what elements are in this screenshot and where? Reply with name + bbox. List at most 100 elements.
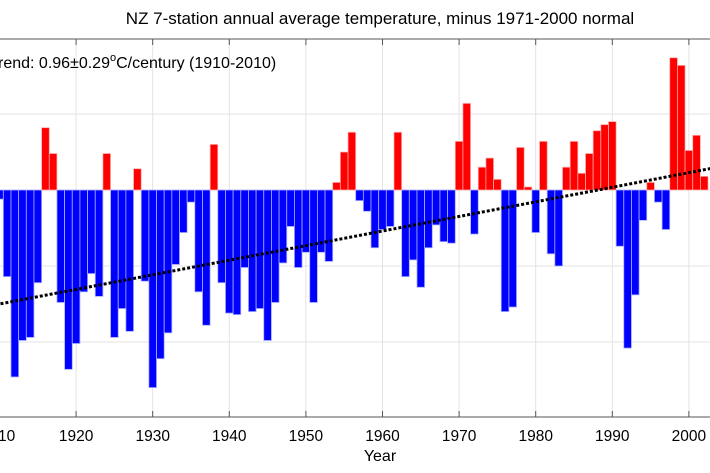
bar-1949 — [294, 190, 303, 268]
bar-1914 — [26, 190, 34, 338]
bar-edge-1927 — [125, 189, 134, 332]
bar-1955 — [339, 151, 349, 191]
bar-1956 — [347, 131, 357, 191]
bar-1960 — [378, 190, 387, 230]
degree-superscript: o — [110, 52, 116, 64]
bar-1987 — [585, 153, 594, 191]
bar-1928 — [133, 168, 142, 191]
chart-title: NZ 7-station annual average temperature,… — [126, 9, 634, 28]
x-tick-label: 1950 — [289, 428, 324, 445]
bar-1930 — [148, 190, 157, 388]
bar-1933 — [171, 190, 180, 265]
x-axis-label: Year — [364, 448, 397, 465]
bar-1941 — [233, 190, 241, 315]
bar-1915 — [33, 190, 42, 283]
bar-1935 — [187, 190, 195, 203]
bar-1986 — [577, 172, 586, 191]
bar-edge-1937 — [202, 189, 211, 326]
bar-1942 — [240, 190, 249, 268]
bar-1923 — [95, 190, 103, 297]
x-tick-label: 2000 — [672, 428, 707, 445]
x-tick-label: 1920 — [59, 428, 94, 445]
bar-1952 — [317, 190, 326, 253]
bar-edge-1923 — [94, 189, 104, 297]
x-tick-label: 1970 — [442, 428, 477, 445]
bar-1970 — [454, 140, 464, 191]
bar-1983 — [554, 190, 563, 266]
bar-1973 — [477, 166, 487, 191]
bar-1912 — [10, 190, 19, 377]
axes — [0, 38, 710, 418]
bar-1977 — [508, 190, 517, 308]
trend-annotation-suffix: C/century (1910-2010) — [116, 55, 276, 72]
bar-edge-1980 — [531, 189, 540, 233]
bar-1982 — [547, 190, 555, 254]
bar-1966 — [424, 190, 433, 248]
bar-1913 — [18, 190, 27, 341]
gridlines — [0, 39, 710, 417]
bar-1924 — [102, 153, 111, 191]
bar-1911 — [3, 190, 11, 277]
bar-1993 — [631, 190, 640, 295]
x-tick-label: 1960 — [365, 428, 400, 445]
bar-1946 — [271, 190, 280, 303]
bar-1979 — [523, 186, 533, 191]
bar-edge-1969 — [447, 189, 456, 244]
bar-1961 — [386, 190, 394, 227]
bar-1965 — [416, 190, 425, 288]
bar-1919 — [64, 190, 73, 370]
bar-1962 — [393, 131, 403, 191]
bar-edge-1953 — [324, 189, 334, 262]
bar-1917 — [48, 153, 58, 191]
bar-edge-1915 — [33, 189, 43, 284]
bar-1932 — [164, 190, 172, 333]
bar-1940 — [225, 190, 234, 314]
bar-1974 — [485, 157, 494, 191]
bar-1990 — [608, 121, 617, 191]
bar-1994 — [639, 190, 647, 221]
trend-annotation-prefix: rend: 0.96±0.29 — [0, 55, 110, 72]
bar-1948 — [286, 190, 295, 227]
x-tick-labels: 10 1920 1930 1940 1950 1960 1970 1980 1990 2000 — [0, 428, 707, 445]
bar-1916 — [41, 127, 50, 191]
bar-1954 — [332, 181, 341, 191]
bar-edge-1983 — [554, 189, 563, 267]
bar-1950 — [302, 190, 310, 253]
bar-1981 — [539, 140, 548, 191]
bar-1967 — [432, 190, 440, 225]
bar-1980 — [531, 190, 540, 233]
bar-1988 — [592, 130, 602, 191]
bar-1927 — [125, 190, 134, 332]
bars — [0, 57, 709, 389]
bar-1991 — [616, 190, 624, 247]
bar-1985 — [569, 140, 579, 191]
bar-1958 — [363, 190, 372, 212]
bar-1938 — [209, 143, 219, 191]
bar-2001 — [692, 134, 701, 191]
bar-1953 — [325, 190, 333, 262]
bar-1998 — [669, 57, 678, 191]
bar-1978 — [516, 147, 525, 191]
bar-1969 — [447, 190, 456, 244]
x-tick-label: 1990 — [595, 428, 630, 445]
bar-1936 — [194, 190, 203, 292]
bar-1920 — [72, 190, 80, 344]
bar-1992 — [623, 190, 632, 349]
bar-edge-1961 — [385, 189, 395, 227]
bar-1944 — [256, 190, 264, 309]
bar-1951 — [309, 190, 318, 303]
bar-1922 — [87, 190, 96, 274]
bar-1989 — [600, 124, 609, 191]
bar-1957 — [355, 190, 364, 201]
bar-1997 — [662, 190, 670, 230]
bar-edge-1977 — [508, 189, 517, 308]
bar-1926 — [118, 190, 126, 309]
x-tick-label: 1980 — [518, 428, 553, 445]
x-tick-label: 10 — [0, 428, 16, 445]
bar-edge-1934 — [179, 189, 188, 233]
bar-1939 — [217, 190, 226, 283]
bar-1999 — [677, 64, 686, 191]
bar-1937 — [202, 190, 211, 326]
bar-1975 — [493, 178, 502, 191]
